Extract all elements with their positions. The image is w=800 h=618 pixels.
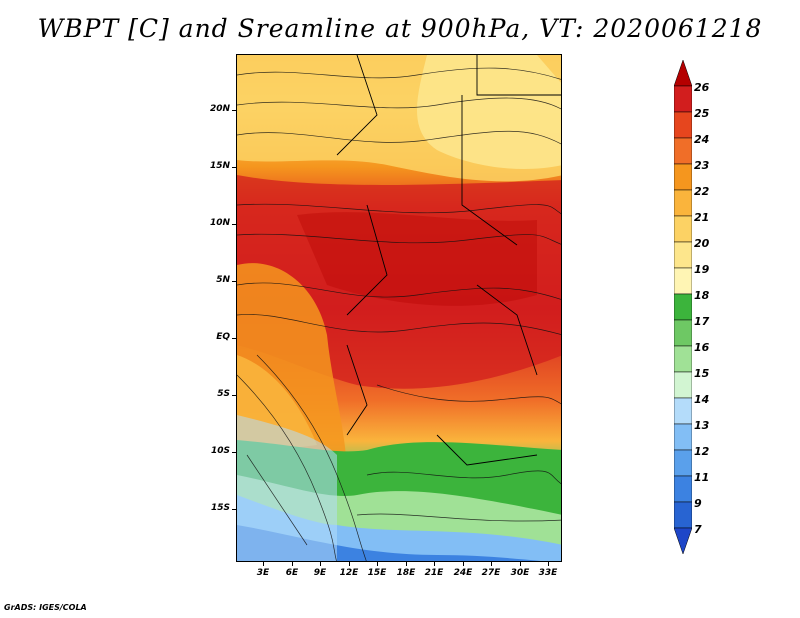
lon-tick-label: 3E — [256, 568, 270, 578]
colorbar-label: 15 — [694, 367, 710, 380]
colorbar-label: 7 — [694, 523, 702, 536]
colorbar-label: 18 — [694, 289, 710, 302]
colorbar-swatch — [674, 137, 692, 165]
lon-tick-mark — [292, 562, 293, 566]
lon-tick-mark — [320, 562, 321, 566]
lon-tick-label: 18E — [396, 568, 416, 578]
colorbar-swatch — [674, 267, 692, 295]
colorbar-label: 11 — [694, 471, 710, 484]
grads-credit: GrADS: IGES/COLA — [4, 603, 87, 612]
colorbar-bottom-arrow — [674, 527, 692, 555]
lon-tick-mark — [263, 562, 264, 566]
colorbar-label: 14 — [694, 393, 710, 406]
lon-tick-label: 33E — [538, 568, 558, 578]
map-plot-area — [236, 54, 562, 562]
lat-tick-label: 10N — [209, 218, 230, 228]
colorbar-swatch — [674, 449, 692, 477]
colorbar-label: 13 — [694, 419, 710, 432]
lon-tick-label: 27E — [481, 568, 501, 578]
colorbar-swatch — [674, 397, 692, 425]
wbpt-field-map — [237, 55, 561, 561]
colorbar-swatch — [674, 111, 692, 139]
lat-tick-label: 15S — [210, 503, 230, 513]
lat-tick-mark — [232, 452, 236, 453]
colorbar-swatch — [674, 319, 692, 347]
colorbar-label: 23 — [694, 159, 710, 172]
colorbar-swatch — [674, 371, 692, 399]
colorbar-label: 17 — [694, 315, 710, 328]
lon-tick-label: 6E — [285, 568, 299, 578]
lon-tick-mark — [406, 562, 407, 566]
colorbar-swatch — [674, 189, 692, 217]
lat-tick-mark — [232, 338, 236, 339]
colorbar-swatch — [674, 475, 692, 503]
lon-tick-label: 24E — [453, 568, 473, 578]
lat-tick-label: 5N — [216, 275, 230, 285]
lat-tick-mark — [232, 509, 236, 510]
lon-tick-label: 12E — [339, 568, 359, 578]
colorbar-label: 9 — [694, 497, 702, 510]
lon-tick-label: 30E — [510, 568, 530, 578]
colorbar-top-arrow — [674, 60, 692, 87]
lon-tick-mark — [491, 562, 492, 566]
lon-tick-label: 9E — [313, 568, 327, 578]
lat-tick-mark — [232, 167, 236, 168]
colorbar-label: 20 — [694, 237, 710, 250]
lat-tick-label: 20N — [209, 104, 230, 114]
colorbar-swatch — [674, 423, 692, 451]
lon-tick-label: 15E — [367, 568, 387, 578]
colorbar-swatch — [674, 501, 692, 529]
colorbar-swatch — [674, 345, 692, 373]
lon-tick-mark — [548, 562, 549, 566]
colorbar-swatch — [674, 215, 692, 243]
colorbar-label: 12 — [694, 445, 710, 458]
colorbar-label: 22 — [694, 185, 710, 198]
map-title: WBPT [C] and Sreamline at 900hPa, VT: 20… — [37, 14, 763, 43]
lat-tick-mark — [232, 281, 236, 282]
colorbar-swatch — [674, 241, 692, 269]
colorbar-swatch — [674, 163, 692, 191]
lon-tick-mark — [349, 562, 350, 566]
colorbar-label: 25 — [694, 107, 710, 120]
lat-tick-label: 15N — [209, 161, 230, 171]
lon-tick-label: 21E — [424, 568, 444, 578]
colorbar-swatch — [674, 293, 692, 321]
lat-tick-label: 10S — [210, 446, 230, 456]
lon-tick-mark — [434, 562, 435, 566]
lat-tick-mark — [232, 224, 236, 225]
lon-tick-mark — [463, 562, 464, 566]
lat-tick-mark — [232, 110, 236, 111]
colorbar-label: 16 — [694, 341, 710, 354]
colorbar — [674, 60, 692, 555]
colorbar-label: 19 — [694, 263, 710, 276]
colorbar-label: 21 — [694, 211, 710, 224]
lat-tick-mark — [232, 395, 236, 396]
colorbar-swatch — [674, 85, 692, 113]
colorbar-label: 26 — [694, 81, 710, 94]
colorbar-label: 24 — [694, 133, 710, 146]
lon-tick-mark — [520, 562, 521, 566]
lon-tick-mark — [377, 562, 378, 566]
lat-tick-label: EQ — [216, 332, 230, 342]
lat-tick-label: 5S — [217, 389, 230, 399]
